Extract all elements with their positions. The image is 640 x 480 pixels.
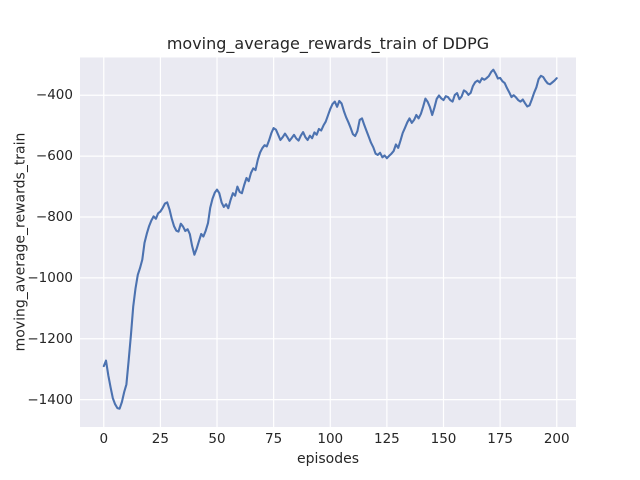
y-tick-label: −800	[35, 208, 73, 225]
y-tick-label: −1400	[27, 391, 73, 408]
x-tick-label: 175	[487, 431, 514, 447]
x-tick-label: 50	[208, 431, 226, 447]
y-tick-label: −1000	[27, 269, 73, 286]
x-tick-label: 150	[430, 431, 457, 447]
x-tick-label: 75	[265, 431, 283, 447]
x-tick-label: 200	[543, 431, 570, 447]
y-axis-label: moving_average_rewards_train	[12, 132, 29, 352]
x-tick-label: 0	[99, 431, 109, 447]
y-tick-label: −400	[35, 87, 73, 104]
x-tick-label: 100	[317, 431, 344, 447]
plot-area	[80, 57, 576, 427]
chart-title: moving_average_rewards_train of DDPG	[166, 34, 490, 53]
series-line	[102, 68, 558, 410]
y-tick-label: −1200	[27, 330, 73, 347]
y-tick-label: −600	[35, 148, 73, 165]
x-tick-label: 25	[151, 431, 169, 447]
x-tick-label: 125	[373, 431, 400, 447]
x-axis-label: episodes	[296, 451, 360, 467]
